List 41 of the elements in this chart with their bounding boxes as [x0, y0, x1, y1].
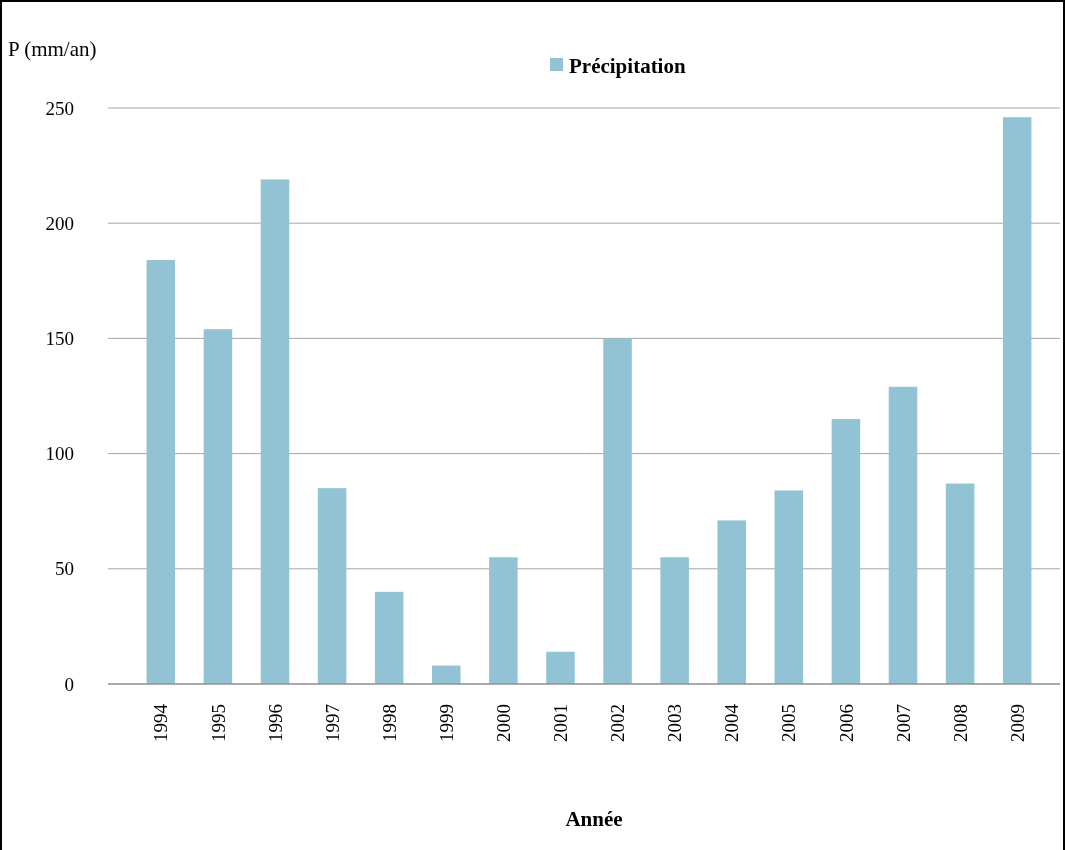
- bar: [1002, 117, 1032, 684]
- bar: [374, 591, 404, 684]
- x-tick-label: 2001: [550, 704, 572, 742]
- x-tick-label: 2009: [1006, 704, 1028, 742]
- bar: [203, 329, 233, 684]
- x-tick-label: 2004: [721, 703, 743, 742]
- x-tick-label: 1999: [435, 704, 457, 742]
- bar: [317, 488, 347, 684]
- x-tick-label: 1996: [264, 704, 286, 742]
- bar: [489, 557, 518, 684]
- y-tick-label: 200: [45, 212, 74, 234]
- bar: [260, 179, 290, 684]
- x-tick-label: 1998: [378, 704, 400, 742]
- x-tick-label: 2005: [778, 704, 800, 742]
- bar: [546, 651, 575, 684]
- x-tick-label: 1994: [150, 703, 172, 742]
- bar: [888, 386, 918, 684]
- x-tick-label: 1997: [321, 704, 343, 742]
- bar: [774, 490, 804, 684]
- x-tick-label: 2000: [493, 704, 515, 742]
- bar: [831, 419, 861, 684]
- x-tick-label: 1995: [207, 704, 229, 742]
- y-tick-label: 150: [45, 328, 74, 350]
- legend-label: Précipitation: [569, 54, 686, 79]
- x-tick-label: 2003: [664, 704, 686, 742]
- y-tick-label: 250: [45, 97, 74, 119]
- bar: [146, 260, 176, 684]
- x-tick-label: 2008: [949, 704, 971, 742]
- y-axis-title: P (mm/an): [8, 37, 97, 61]
- bar: [432, 665, 461, 684]
- bar: [603, 338, 632, 684]
- y-tick-label: 50: [55, 558, 74, 580]
- bar: [660, 557, 689, 684]
- y-tick-label: 100: [45, 443, 74, 465]
- bar: [945, 483, 975, 684]
- bar: [717, 520, 746, 684]
- x-tick-label: 2002: [607, 704, 629, 742]
- x-tick-label: 2006: [835, 704, 857, 742]
- x-axis-title: Année: [565, 807, 623, 831]
- y-tick-label: 0: [64, 673, 74, 695]
- x-tick-label: 2007: [892, 704, 914, 742]
